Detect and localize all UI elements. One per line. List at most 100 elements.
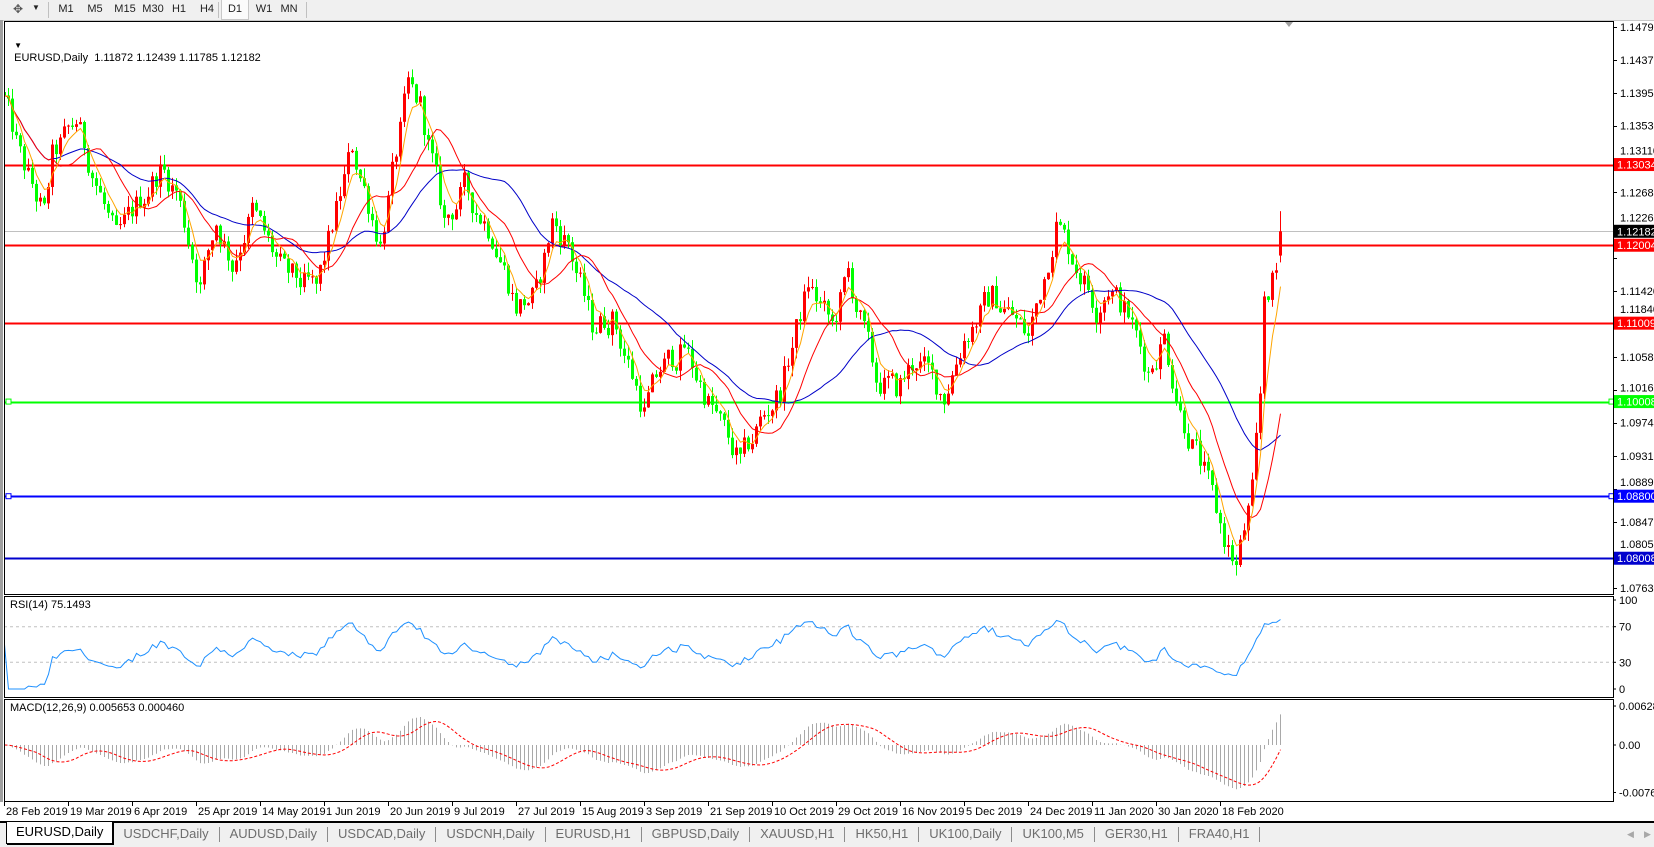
candle-body — [835, 320, 838, 322]
toolbar-separator — [218, 2, 219, 18]
candle-body — [1055, 221, 1058, 258]
candle-body — [343, 174, 346, 197]
price-tick-label: 1.13950 — [1620, 88, 1654, 100]
hline-price-label: 1.11009 — [1617, 318, 1654, 330]
candle-wick — [968, 338, 969, 349]
candle-wick — [768, 404, 769, 424]
crosshair-period-icon[interactable]: ✥ — [13, 2, 24, 16]
collapse-triangle-icon[interactable]: ▼ — [14, 41, 23, 50]
chevron-down-icon[interactable]: ▼ — [32, 3, 40, 12]
candle — [191, 242, 194, 264]
chart-tab[interactable]: AUDUSD,Daily — [229, 826, 318, 841]
period-button-m5[interactable]: M5 — [87, 3, 103, 15]
candle — [99, 178, 102, 193]
candle-body — [755, 426, 758, 444]
candle-wick — [316, 275, 317, 294]
candle — [79, 117, 82, 125]
candle-wick — [976, 323, 977, 334]
candle-body — [1271, 272, 1274, 300]
period-button-m1[interactable]: M1 — [58, 3, 74, 15]
candle-body — [991, 285, 994, 307]
chart-tab[interactable]: UK100,M5 — [1022, 826, 1084, 841]
candle-body — [1191, 439, 1194, 449]
candle — [1187, 423, 1190, 452]
scroll-right-icon[interactable]: ▶ — [1644, 829, 1651, 839]
candle — [511, 283, 514, 301]
chart-tab[interactable]: XAUUSD,H1 — [760, 826, 835, 841]
chart-tab[interactable]: HK50,H1 — [855, 826, 909, 841]
candle-body — [999, 308, 1002, 313]
candle-body — [935, 369, 938, 395]
tab-separator — [844, 827, 846, 842]
object-handle — [5, 493, 12, 500]
price-tick-label: 1.08890 — [1620, 477, 1654, 489]
candle — [895, 372, 898, 398]
candle-body — [1047, 272, 1050, 280]
candle-body — [95, 178, 98, 186]
candle — [227, 236, 230, 271]
chart-tab[interactable]: GBPUSD,Daily — [651, 826, 740, 841]
candle — [1003, 300, 1006, 315]
candle — [215, 224, 218, 242]
chart-tab[interactable]: UK100,Daily — [929, 826, 1002, 841]
period-button-w1[interactable]: W1 — [255, 3, 273, 15]
scroll-left-icon[interactable]: ◀ — [1627, 829, 1634, 839]
candle — [67, 124, 70, 135]
candle — [59, 134, 62, 160]
chart-tab[interactable]: FRA40,H1 — [1188, 826, 1250, 841]
chart-tab[interactable]: USDCAD,Daily — [338, 826, 426, 841]
candle-body — [371, 213, 374, 221]
candle — [787, 358, 790, 372]
period-button-mn[interactable]: MN — [280, 3, 298, 15]
candle-body — [411, 77, 414, 85]
chart-tab[interactable]: GER30,H1 — [1104, 826, 1168, 841]
macd-legend: MACD(12,26,9) 0.005653 0.000460 — [10, 702, 185, 714]
candle-wick — [1008, 297, 1009, 311]
period-button-m30[interactable]: M30 — [142, 3, 164, 15]
candle-body — [363, 178, 366, 187]
candle-body — [1231, 545, 1234, 562]
candle-body — [871, 331, 874, 363]
candle — [1139, 322, 1142, 355]
candle — [1223, 517, 1226, 554]
chart-tab[interactable]: USDCNH,Daily — [446, 826, 535, 841]
candle — [51, 139, 54, 196]
period-button-m15[interactable]: M15 — [114, 3, 136, 15]
candle-body — [291, 263, 294, 273]
candle — [943, 392, 946, 414]
tab-separator — [327, 827, 329, 842]
candle — [867, 312, 870, 341]
candle — [255, 199, 258, 213]
chart-tab[interactable]: EURUSD,Daily — [6, 822, 114, 844]
date-tick-label: 19 Mar 2019 — [70, 806, 132, 818]
moving-average-medium — [5, 95, 1281, 518]
candle-body — [1239, 539, 1242, 565]
candle-body — [119, 224, 122, 226]
candle-body — [183, 200, 186, 228]
candle — [735, 440, 738, 465]
period-button-h1[interactable]: H1 — [171, 3, 187, 15]
candle-wick — [720, 410, 721, 421]
candle-body — [719, 411, 722, 414]
candle-body — [1131, 317, 1134, 320]
candle — [1191, 439, 1194, 450]
candle — [731, 428, 734, 459]
candle-body — [455, 209, 458, 220]
chart-tab[interactable]: EURUSD,H1 — [555, 826, 631, 841]
chart-tab[interactable]: USDCHF,Daily — [123, 826, 209, 841]
candle — [1135, 317, 1138, 338]
chart-area[interactable]: 1.14790 1.14370 1.13950 1.13530 1.13110 1.126… — [0, 0, 1654, 821]
period-button-h4[interactable]: H4 — [199, 3, 215, 15]
candle — [1043, 276, 1046, 308]
candle-body — [1255, 432, 1258, 480]
candle-body — [379, 241, 382, 244]
candle — [555, 211, 558, 233]
candle — [159, 155, 162, 198]
candle — [1279, 211, 1282, 263]
price-tick-label: 1.13530 — [1620, 121, 1654, 133]
period-button-d1[interactable]: D1 — [221, 0, 249, 20]
candle — [355, 147, 358, 175]
candle-body — [1043, 279, 1046, 300]
candle — [19, 133, 22, 153]
candle-wick — [1000, 300, 1001, 313]
